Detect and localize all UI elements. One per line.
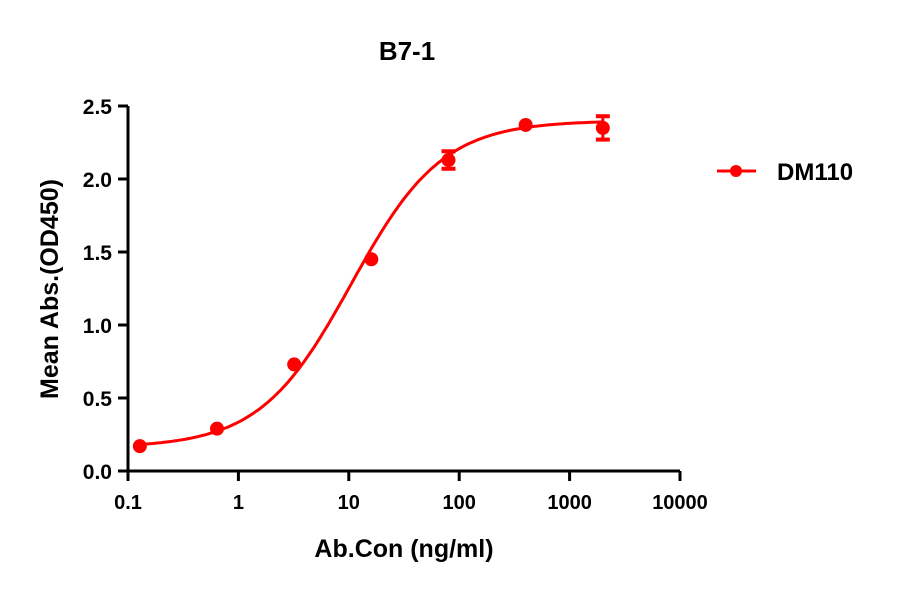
data-point <box>441 153 456 168</box>
data-point <box>518 117 533 132</box>
x-tick-label: 1 <box>233 492 244 514</box>
x-tick-label: 100 <box>443 492 476 514</box>
legend: DM110 <box>717 159 853 186</box>
data-points <box>132 114 610 454</box>
legend-label: DM110 <box>777 159 853 186</box>
y-tick-label: 0.0 <box>83 461 112 484</box>
data-point <box>210 421 225 436</box>
chart-title: B7-1 <box>379 36 435 66</box>
y-tick-label: 0.5 <box>83 388 113 411</box>
data-point <box>132 439 147 454</box>
y-tick-label: 1.5 <box>83 242 113 265</box>
y-axis-label: Mean Abs.(OD450) <box>36 179 64 399</box>
y-tick-label: 2.5 <box>83 96 113 119</box>
axes: 0.1 1 10 100 1000 10000 0.0 0.5 1.0 1.5 2.0 2.5 <box>83 96 708 514</box>
y-tick-label: 2.0 <box>83 169 112 192</box>
x-tick-label: 10 <box>338 492 360 514</box>
data-point <box>595 120 610 135</box>
y-tick-label: 1.0 <box>83 315 112 338</box>
legend-marker-icon <box>730 165 742 177</box>
data-point <box>287 357 302 372</box>
x-tick-label: 1000 <box>547 492 592 514</box>
x-tick-label: 0.1 <box>114 492 142 514</box>
fit-curve <box>139 120 603 446</box>
x-axis-label: Ab.Con (ng/ml) <box>314 535 493 563</box>
data-point <box>364 252 379 267</box>
x-tick-label: 10000 <box>652 492 708 514</box>
